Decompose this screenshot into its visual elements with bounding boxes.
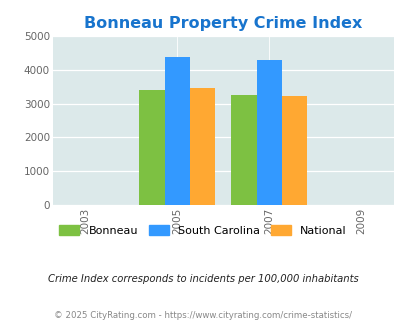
Legend: Bonneau, South Carolina, National: Bonneau, South Carolina, National	[55, 221, 350, 240]
Text: Crime Index corresponds to incidents per 100,000 inhabitants: Crime Index corresponds to incidents per…	[47, 274, 358, 284]
Bar	[139, 90, 164, 205]
Bar	[281, 96, 307, 205]
Title: Bonneau Property Crime Index: Bonneau Property Crime Index	[84, 16, 362, 31]
Bar	[190, 88, 215, 205]
Bar	[164, 57, 190, 205]
Bar	[231, 95, 256, 205]
Bar	[256, 60, 281, 205]
Text: © 2025 CityRating.com - https://www.cityrating.com/crime-statistics/: © 2025 CityRating.com - https://www.city…	[54, 312, 351, 320]
